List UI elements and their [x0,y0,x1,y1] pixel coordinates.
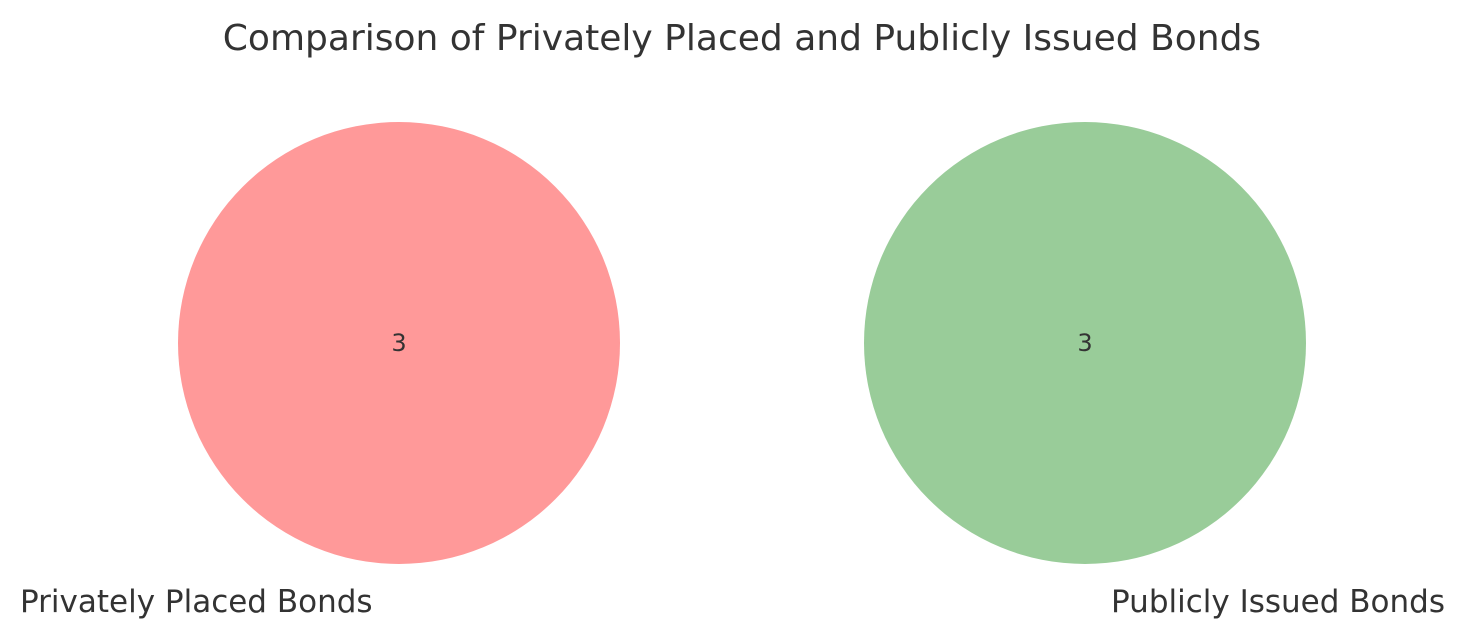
set-publicly-issued: 3 Publicly Issued Bonds [864,122,1445,620]
diagram-title: Comparison of Privately Placed and Publi… [223,18,1261,59]
set-count-privately-placed: 3 [391,329,406,357]
set-circle-publicly-issued [864,122,1306,564]
set-count-publicly-issued: 3 [1077,329,1092,357]
set-circle-privately-placed [178,122,620,564]
set-privately-placed: 3 Privately Placed Bonds [20,122,620,620]
set-label-publicly-issued: Publicly Issued Bonds [1111,584,1445,620]
set-label-privately-placed: Privately Placed Bonds [20,584,373,620]
